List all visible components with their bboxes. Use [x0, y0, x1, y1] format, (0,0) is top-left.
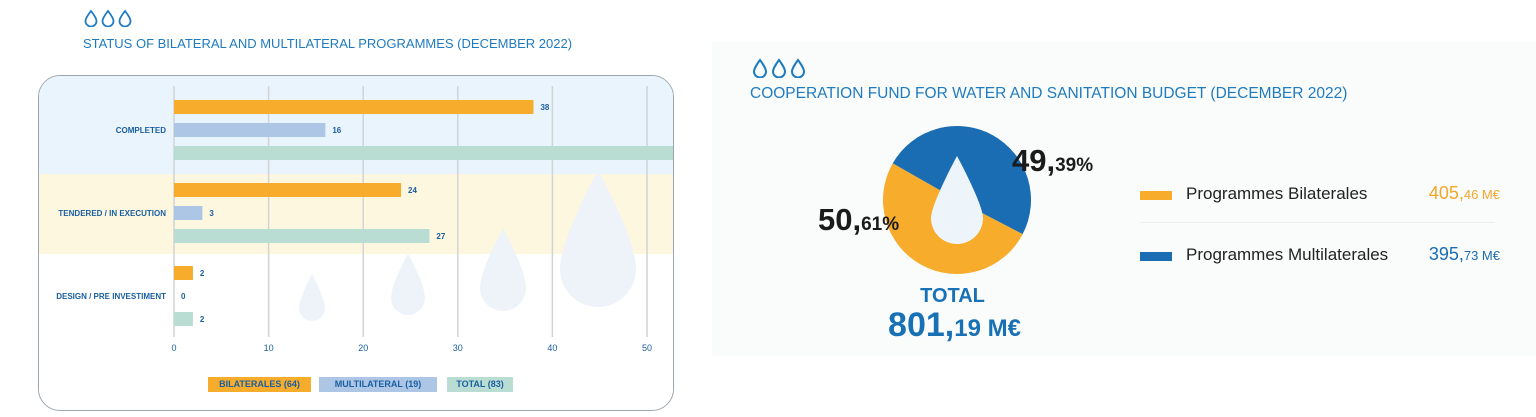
bar-value-label: 38	[540, 103, 549, 112]
pie-chart-title: COOPERATION FUND FOR WATER AND SANITATIO…	[750, 85, 1348, 102]
water-drop-icon	[560, 170, 636, 307]
legend-item: BILATERALES (64)	[208, 377, 311, 392]
category-label: TENDERED / IN EXECUTION	[58, 209, 166, 218]
legend-swatch-bilateral	[1140, 191, 1172, 200]
legend-item-bilateral: Programmes Bilaterales 405,46 M€	[1140, 182, 1500, 208]
water-drops-icon	[752, 58, 806, 78]
legend-amount: 405,46 M€	[1428, 183, 1500, 203]
pie-label-bilateral: 50,61%	[818, 202, 900, 237]
x-tick-label: 40	[547, 343, 557, 353]
water-drop-icon	[299, 274, 325, 321]
legend-divider	[1140, 222, 1495, 223]
bar	[174, 229, 430, 243]
category-label: COMPLETED	[116, 126, 166, 135]
bar-value-label: 2	[200, 315, 205, 324]
bar-chart: COMPLETED381654TENDERED / IN EXECUTION24…	[39, 76, 673, 410]
bar	[174, 123, 326, 137]
bar	[174, 183, 402, 197]
total-value: 801,19 M€	[888, 306, 1021, 344]
x-tick-label: 0	[171, 343, 176, 353]
bar	[174, 206, 203, 220]
legend-label: Programmes Multilaterales	[1186, 245, 1389, 264]
bar	[174, 312, 193, 326]
bar-value-label: 0	[181, 292, 186, 301]
bar-value-label: 3	[209, 209, 214, 218]
bar-chart-title: STATUS OF BILATERAL AND MULTILATERAL PRO…	[83, 36, 573, 51]
pie-chart	[883, 125, 1031, 274]
bar	[174, 146, 673, 160]
bar-value-label: 16	[332, 126, 341, 135]
x-tick-label: 10	[264, 343, 274, 353]
bar-value-label: 24	[408, 186, 417, 195]
budget-panel	[712, 42, 1536, 356]
x-tick-label: 30	[453, 343, 463, 353]
water-drop-icon	[391, 253, 425, 315]
bar	[174, 266, 193, 280]
total-label: TOTAL	[920, 285, 985, 307]
x-tick-label: 50	[642, 343, 652, 353]
legend-amount: 395,73 M€	[1428, 244, 1500, 264]
bar-value-label: 27	[436, 232, 445, 241]
legend-swatch-multilateral	[1140, 252, 1172, 261]
legend-item: TOTAL (83)	[447, 377, 513, 392]
bar	[174, 100, 534, 114]
legend-label: Programmes Bilaterales	[1186, 184, 1368, 203]
water-drop-icon	[931, 156, 983, 244]
x-tick-label: 20	[358, 343, 368, 353]
bar-chart-card: COMPLETED381654TENDERED / IN EXECUTION24…	[38, 75, 674, 411]
legend-item-multilateral: Programmes Multilaterales 395,73 M€	[1140, 243, 1500, 269]
bar-value-label: 2	[200, 269, 205, 278]
legend-item: MULTILATERAL (19)	[319, 377, 437, 392]
category-label: DESIGN / PRE INVESTIMENT	[56, 292, 166, 301]
pie-label-multilateral: 49,39%	[1012, 143, 1094, 178]
water-drop-icon	[480, 228, 526, 311]
water-drops-icon	[84, 9, 132, 27]
